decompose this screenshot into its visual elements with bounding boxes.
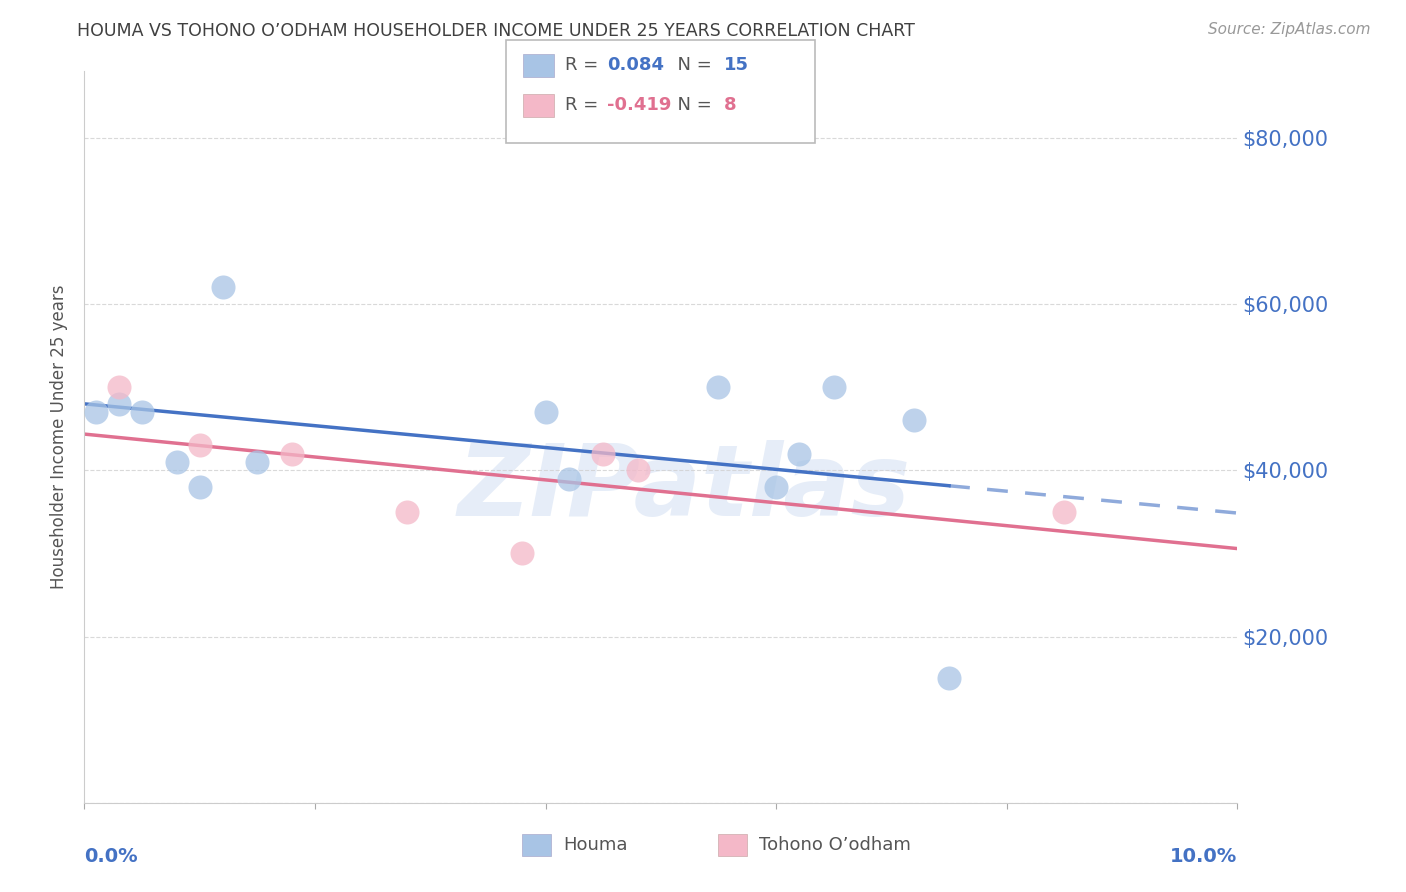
Point: [108, 397, 131, 411]
Text: 8: 8: [724, 96, 737, 114]
Point: [281, 447, 304, 461]
Bar: [718, 834, 748, 856]
Text: HOUMA VS TOHONO O’ODHAM HOUSEHOLDER INCOME UNDER 25 YEARS CORRELATION CHART: HOUMA VS TOHONO O’ODHAM HOUSEHOLDER INCO…: [77, 22, 915, 40]
Point: [787, 447, 810, 461]
Point: [188, 480, 211, 494]
Point: [627, 463, 650, 477]
Text: R =: R =: [565, 56, 605, 74]
Point: [1053, 505, 1076, 519]
Point: [166, 455, 188, 469]
Point: [534, 405, 557, 419]
Point: [211, 280, 233, 294]
Point: [707, 380, 730, 394]
Y-axis label: Householder Income Under 25 years: Householder Income Under 25 years: [51, 285, 69, 590]
Text: Source: ZipAtlas.com: Source: ZipAtlas.com: [1208, 22, 1371, 37]
Text: 0.084: 0.084: [607, 56, 665, 74]
Point: [108, 380, 131, 394]
Text: -0.419: -0.419: [607, 96, 672, 114]
Point: [938, 671, 960, 685]
Point: [131, 405, 153, 419]
Point: [823, 380, 845, 394]
Bar: [523, 834, 551, 856]
Point: [765, 480, 787, 494]
Point: [557, 472, 579, 486]
Point: [512, 546, 534, 560]
Point: [246, 455, 269, 469]
Point: [84, 405, 107, 419]
Text: 15: 15: [724, 56, 749, 74]
Text: Tohono O’odham: Tohono O’odham: [759, 836, 911, 855]
Text: Houma: Houma: [562, 836, 627, 855]
Point: [903, 413, 925, 427]
Text: ZIPatlas: ZIPatlas: [457, 440, 911, 537]
Point: [592, 447, 614, 461]
Text: 0.0%: 0.0%: [84, 847, 138, 866]
Text: 10.0%: 10.0%: [1170, 847, 1237, 866]
Text: N =: N =: [666, 96, 718, 114]
Point: [188, 438, 211, 452]
Point: [396, 505, 419, 519]
Text: N =: N =: [666, 56, 718, 74]
Text: R =: R =: [565, 96, 605, 114]
